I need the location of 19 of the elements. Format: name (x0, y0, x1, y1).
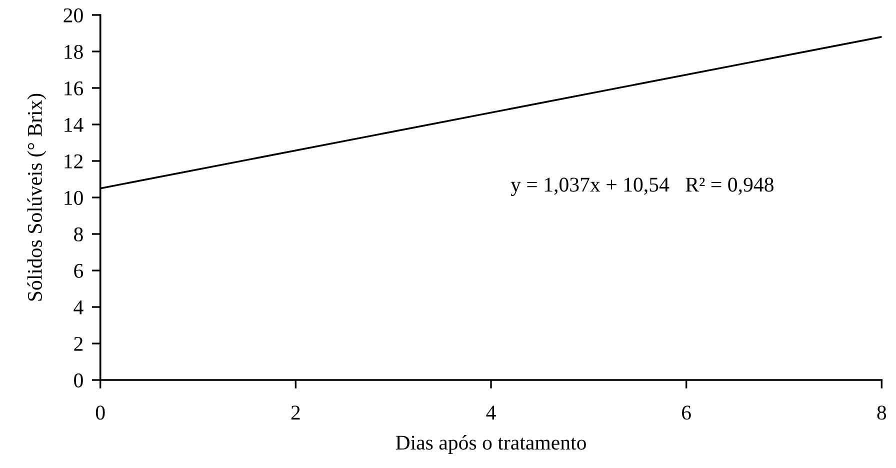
x-tick-label: 4 (486, 406, 496, 420)
y-tick-label: 2 (74, 336, 83, 351)
y-axis-title: Sólidos Solúveis (° Brix) (27, 94, 46, 301)
x-tick-label: 2 (291, 406, 300, 420)
y-tick-label: 20 (64, 8, 83, 22)
x-tick-label: 0 (96, 406, 105, 420)
y-tick-label: 4 (74, 300, 84, 314)
y-tick-label: 8 (74, 227, 83, 242)
x-axis-title: Dias após o tratamento (396, 435, 586, 454)
y-tick-label: 0 (74, 373, 83, 388)
y-tick-label: 14 (64, 118, 84, 132)
annotation: y = 1,037x + 10,54 R² = 0,948 (510, 178, 774, 196)
x-tick-label: 6 (682, 406, 691, 420)
y-tick-label: 18 (64, 44, 83, 59)
y-tick-label: 12 (64, 154, 83, 168)
y-tick-label: 16 (64, 81, 84, 96)
y-tick-label: 10 (64, 190, 83, 205)
x-tick-label: 8 (877, 406, 886, 420)
y-tick-label: 6 (74, 264, 84, 278)
